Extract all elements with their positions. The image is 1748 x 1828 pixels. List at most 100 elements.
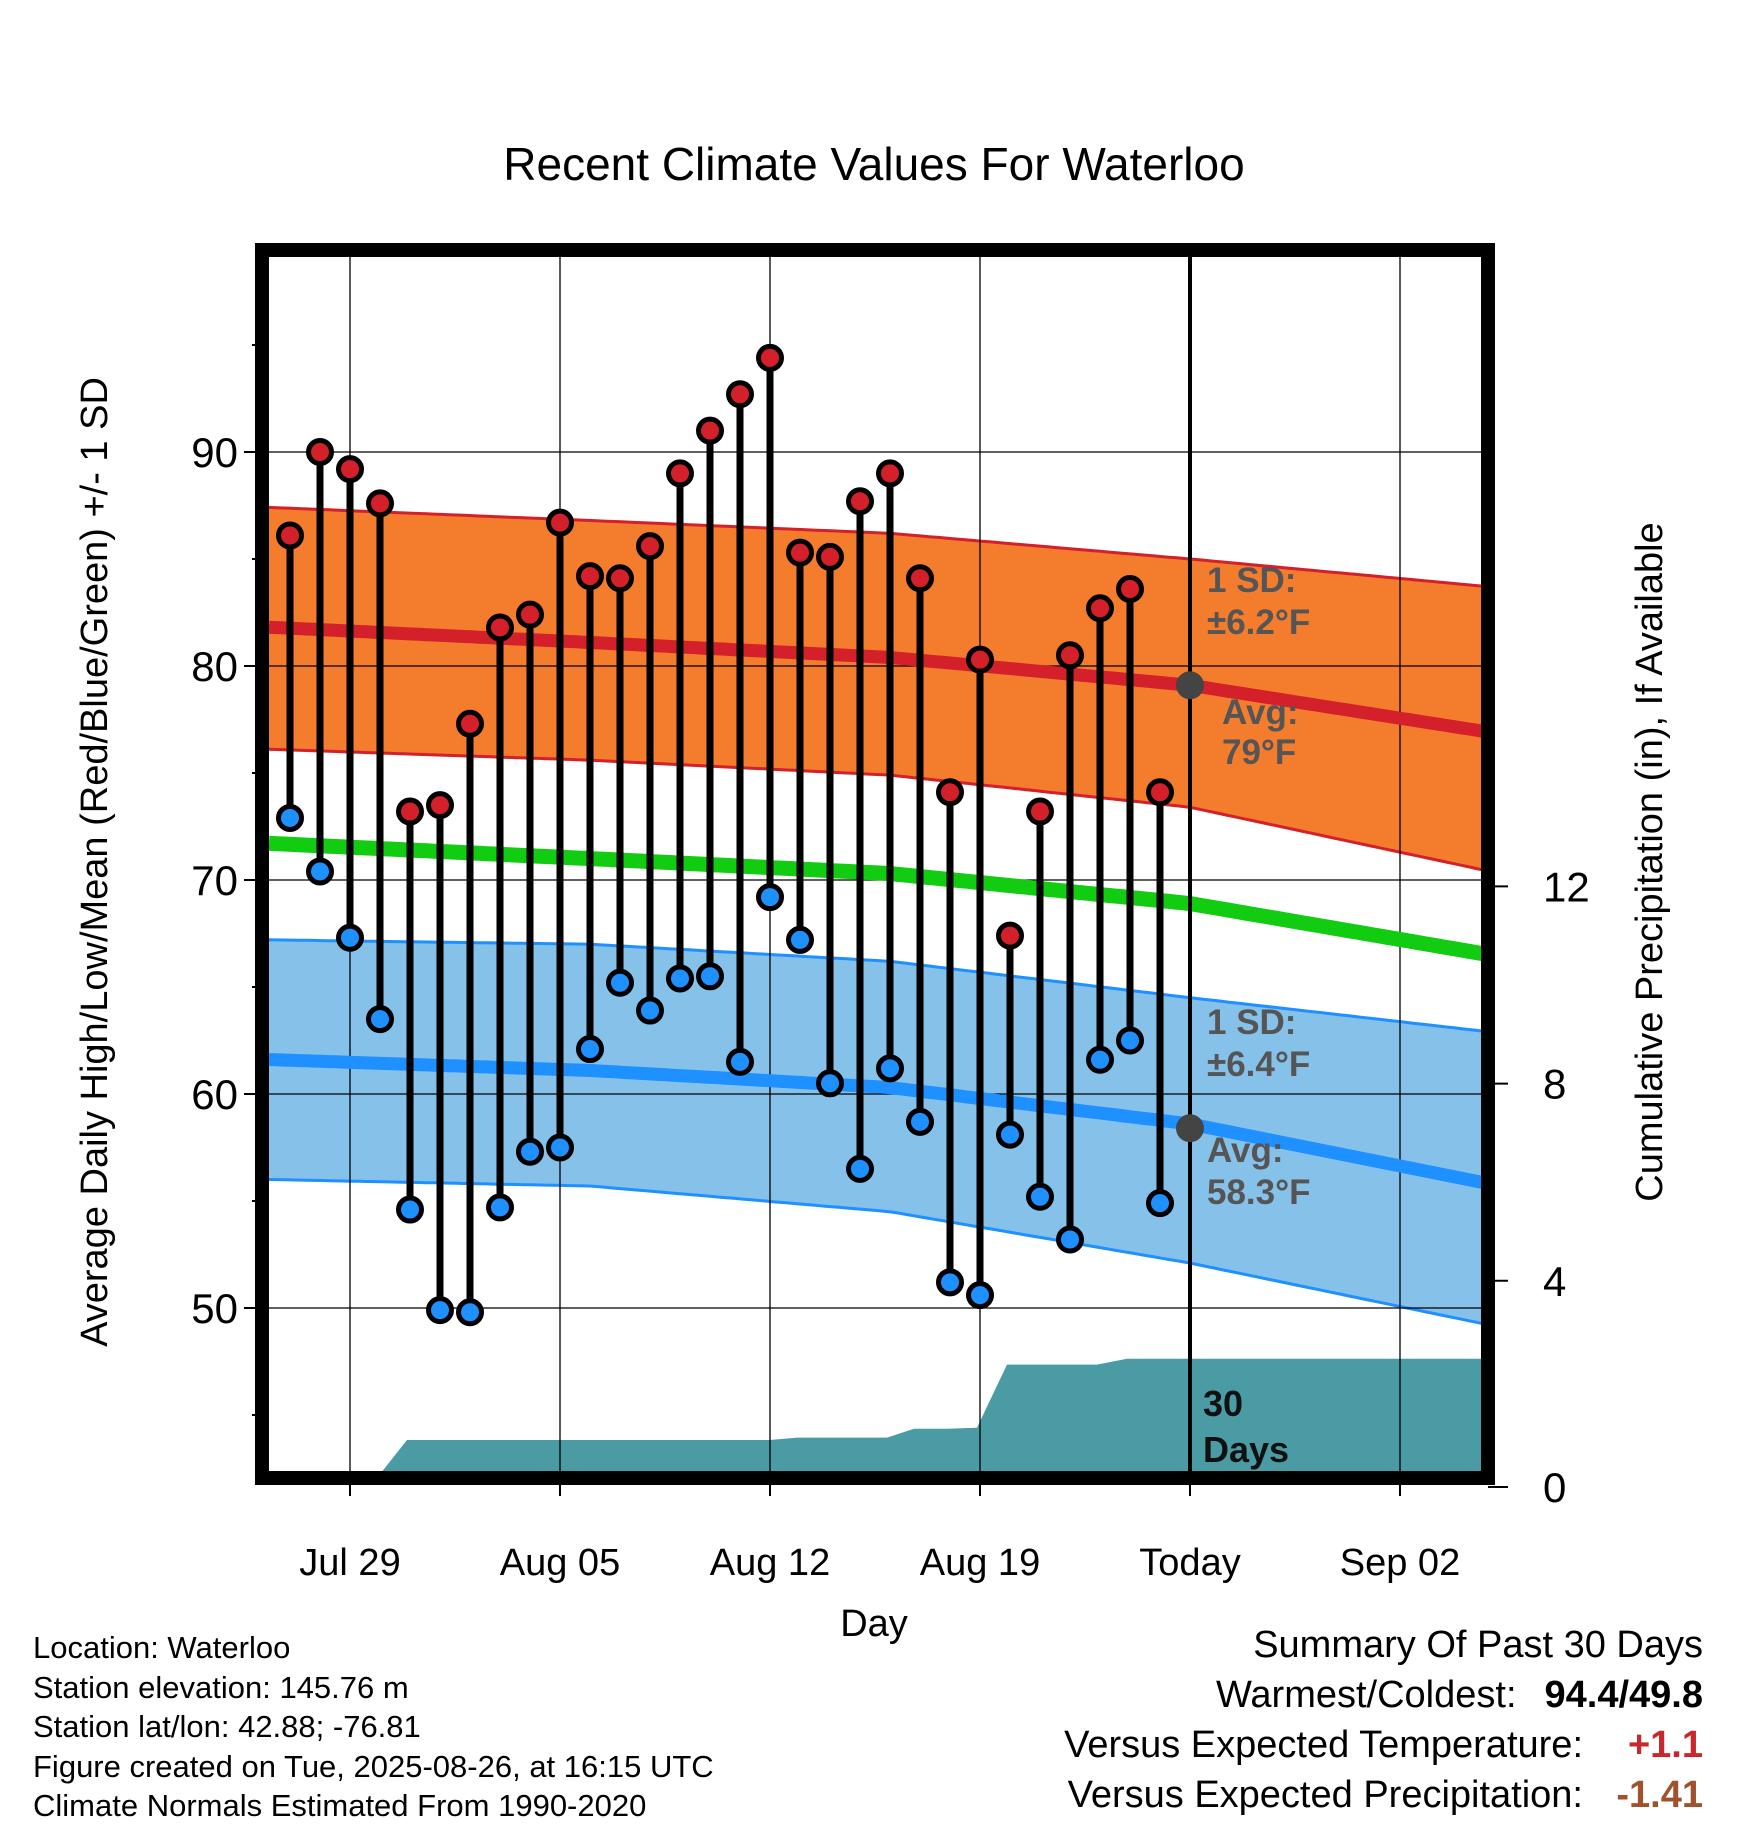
high-temp-point	[396, 797, 424, 826]
low-temp-point	[876, 1054, 904, 1083]
high-temp-point	[1146, 778, 1174, 807]
high-sd-value: ±6.2°F	[1207, 603, 1310, 642]
high-sd-lower-line	[268, 747, 1488, 873]
high-temp-point	[1116, 574, 1144, 603]
low-sd-lower-line	[268, 1178, 1488, 1327]
y2-tick-label: 12	[1543, 863, 1590, 910]
x-axis-label: Day	[840, 1603, 908, 1645]
high-temp-point	[546, 508, 574, 537]
low-temp-point	[1086, 1045, 1114, 1074]
low-avg-label: Avg:	[1207, 1131, 1283, 1170]
y-tick-label: 60	[191, 1071, 238, 1118]
elevation-text: Station elevation: 145.76 m	[33, 1669, 409, 1705]
high-temp-point	[606, 564, 634, 593]
high-temp-point	[486, 613, 514, 642]
low-avg-marker	[1176, 1114, 1204, 1143]
low-temp-point	[396, 1195, 424, 1224]
days-word-label: Days	[1203, 1429, 1289, 1470]
low-temp-point	[726, 1047, 754, 1076]
low-temp-point	[756, 883, 784, 912]
high-avg-label: Avg:	[1222, 693, 1298, 732]
low-temp-point	[366, 1005, 394, 1034]
summary-warm-cold: Warmest/Coldest: 94.4/49.8	[1064, 1670, 1703, 1720]
latlon-text: Station lat/lon: 42.88; -76.81	[33, 1709, 421, 1744]
high-temp-point	[786, 538, 814, 567]
plot-frame	[255, 243, 1495, 1485]
chart-title: Recent Climate Values For Waterloo	[503, 138, 1244, 190]
low-temp-point	[1146, 1189, 1174, 1218]
high-temp-point	[456, 709, 484, 738]
mean-normal-line	[268, 835, 1488, 963]
low-temp-point	[1116, 1026, 1144, 1055]
precip-value: -1.41	[1616, 1774, 1703, 1816]
low-temp-point	[546, 1133, 574, 1162]
location-text: Location: Waterloo	[33, 1630, 291, 1665]
high-temp-point	[876, 459, 904, 488]
high-temp-point	[906, 564, 934, 593]
low-normal-line	[268, 1053, 1488, 1191]
low-temp-point	[996, 1120, 1024, 1149]
low-temp-point	[696, 962, 724, 991]
y-axis-label: Average Daily High/Low/Mean (Red/Blue/Gr…	[74, 377, 116, 1347]
high-temp-point	[666, 459, 694, 488]
low-temp-point	[1026, 1182, 1054, 1211]
high-temp-point	[846, 487, 874, 516]
y2-tick-label: 4	[1543, 1258, 1566, 1305]
axes: 50 60 70 80 90 0 4 8 12 Jul 29 Aug 05 Aug 12 Aug 19 T…	[191, 243, 1590, 1584]
low-temp-point	[606, 968, 634, 997]
high-temp-point	[576, 562, 604, 591]
low-temp-point	[966, 1281, 994, 1310]
high-temp-point	[726, 380, 754, 409]
low-temp-point	[666, 964, 694, 993]
high-sd-upper-line	[268, 505, 1488, 589]
high-temp-point	[426, 791, 454, 820]
low-sd-value: ±6.4°F	[1207, 1045, 1310, 1084]
temp-label: Versus Expected Temperature:	[1064, 1724, 1583, 1766]
low-temp-point	[846, 1154, 874, 1183]
high-temp-point	[696, 416, 724, 445]
low-temp-point	[336, 923, 364, 952]
low-temp-point	[456, 1298, 484, 1327]
summary-heading: Summary Of Past 30 Days	[1253, 1624, 1703, 1666]
low-temp-point	[1056, 1225, 1084, 1254]
low-temp-point	[426, 1296, 454, 1325]
x-tick-label: Sep 02	[1340, 1542, 1460, 1584]
y-tick-label: 70	[191, 857, 238, 904]
high-avg-value: 79°F	[1222, 733, 1296, 772]
x-tick-label: Today	[1139, 1542, 1240, 1584]
high-normal-line	[268, 620, 1488, 739]
station-info: Location: Waterloo Station elevation: 14…	[33, 1628, 714, 1826]
y-tick-label: 80	[191, 643, 238, 690]
low-avg-value: 58.3°F	[1207, 1173, 1311, 1212]
high-temp-point	[636, 532, 664, 561]
high-avg-marker	[1176, 671, 1204, 700]
low-temp-point	[936, 1268, 964, 1297]
y-tick-label: 50	[191, 1285, 238, 1332]
low-temp-point	[306, 857, 334, 886]
high-temp-point	[966, 645, 994, 674]
low-sd-band	[269, 939, 1488, 1325]
y2-tick-label: 8	[1543, 1061, 1566, 1108]
high-temp-point	[936, 778, 964, 807]
y-tick-label: 90	[191, 429, 238, 476]
high-temp-point	[1026, 797, 1054, 826]
days-count-label: 30	[1203, 1383, 1243, 1424]
high-temp-point	[996, 921, 1024, 950]
normals-text: Climate Normals Estimated From 1990-2020	[33, 1788, 647, 1823]
temp-value: +1.1	[1627, 1724, 1703, 1766]
high-temp-point	[1086, 594, 1114, 623]
low-temp-point	[276, 803, 304, 832]
precip-area	[314, 1358, 1488, 1478]
y2-axis-label: Cumulative Precipitation (in), If Availa…	[1629, 522, 1671, 1201]
low-temp-point	[906, 1107, 934, 1136]
low-sd-label: 1 SD:	[1207, 1003, 1296, 1042]
warm-cold-label: Warmest/Coldest:	[1215, 1674, 1517, 1716]
created-text: Figure created on Tue, 2025-08-26, at 16…	[33, 1748, 714, 1784]
x-tick-label: Jul 29	[299, 1542, 400, 1584]
high-temp-point	[276, 521, 304, 550]
high-temp-point	[816, 542, 844, 571]
summary-precip: Versus Expected Precipitation: -1.41	[1064, 1770, 1703, 1820]
high-temp-point	[306, 438, 334, 466]
